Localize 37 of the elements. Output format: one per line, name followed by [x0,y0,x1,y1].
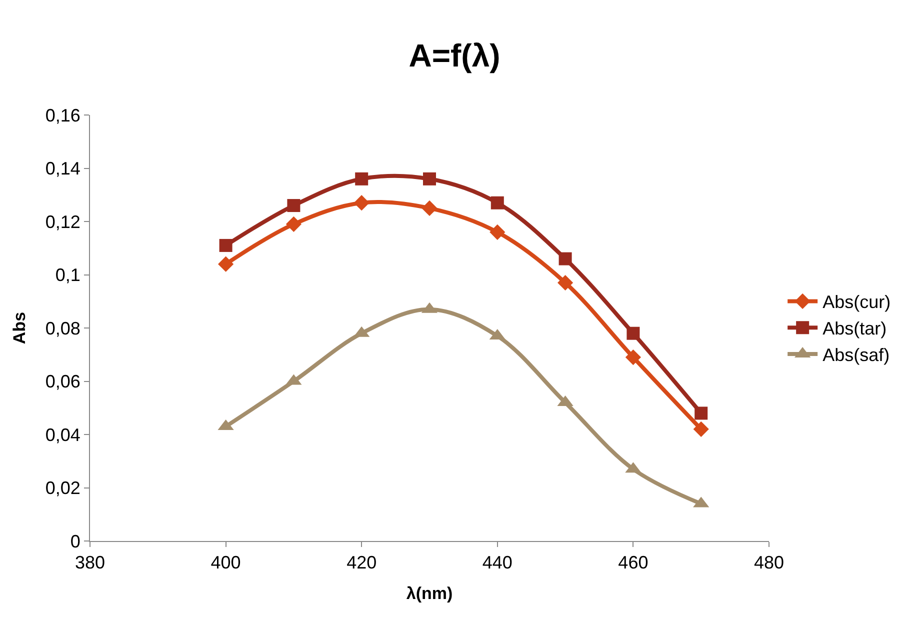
x-axis-title: λ(nm) [406,584,453,603]
y-tick-label: 0 [70,531,80,552]
point [626,326,640,340]
y-tick-label: 0,16 [45,105,80,126]
point [287,199,300,212]
point [219,238,232,252]
point [490,224,506,240]
chart-title: A=f(λ) [408,38,500,74]
x-tick-label: 460 [618,552,648,573]
legend-label: Abs(tar) [822,318,887,339]
legend-label: Abs(cur) [822,292,891,312]
y-tick-label: 0,12 [45,212,80,232]
point [218,256,234,272]
y-tick-label: 0,06 [45,372,80,392]
point [625,349,641,366]
y-axis-title: Abs [10,312,29,344]
y-tick-label: 0,08 [45,318,80,338]
x-tick-label: 480 [754,552,784,573]
x-tick-label: 380 [74,552,106,573]
legend-label: Abs(saf) [822,345,890,366]
point [286,216,302,232]
y-tick-label: 0,14 [45,158,80,179]
point [558,274,574,291]
point [558,252,572,266]
y-tick-label: 0,02 [45,478,80,498]
x-tick-label: 440 [482,552,512,573]
y-tick-label: 0,1 [55,265,80,286]
point [423,172,436,186]
point [693,421,709,437]
x-tick-label: 420 [346,552,377,573]
x-tick-label: 400 [210,552,241,573]
point [355,172,368,186]
point [490,196,504,210]
point [422,200,438,216]
point [354,195,370,211]
y-tick-label: 0,04 [45,424,80,445]
point [694,406,708,420]
